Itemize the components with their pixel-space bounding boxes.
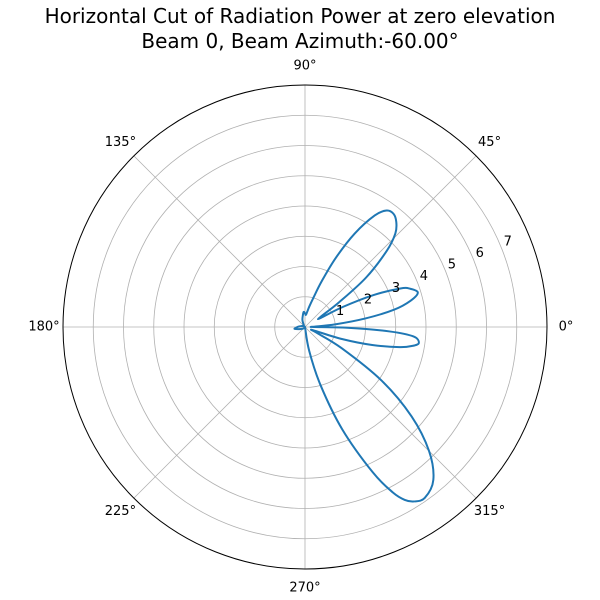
radial-tick-label: 7 <box>504 234 512 249</box>
angular-grid-line-225 <box>133 326 306 499</box>
tick-labels: 0° 45° 90° 135° 180° 225° 270° 315° 1 2 3 4 5 6 7 <box>28 59 573 596</box>
chart-subtitle: Beam 0, Beam Azimuth:-60.00° <box>141 29 459 53</box>
polar-grid <box>63 85 547 569</box>
angle-tick-label: 0° <box>559 320 574 335</box>
series-layer <box>293 209 435 503</box>
angle-tick-label: 45° <box>478 135 501 150</box>
angular-grid-line-315 <box>304 326 477 499</box>
radial-tick-label: 6 <box>476 246 484 261</box>
angle-tick-label: 180° <box>28 320 59 335</box>
radiation-pattern-line-0 <box>293 209 435 503</box>
radial-tick-label: 4 <box>420 269 428 284</box>
angle-tick-label: 135° <box>105 135 136 150</box>
angular-grid-line-135 <box>133 155 306 328</box>
radial-tick-label: 2 <box>364 292 372 307</box>
angular-grid-line-45 <box>304 155 477 328</box>
polar-frame <box>62 84 548 570</box>
angle-tick-label: 225° <box>105 504 136 519</box>
chart-title-block: Horizontal Cut of Radiation Power at zer… <box>0 4 600 54</box>
angle-tick-label: 90° <box>293 59 316 74</box>
radial-tick-label: 1 <box>336 304 344 319</box>
chart-title: Horizontal Cut of Radiation Power at zer… <box>44 4 556 28</box>
angle-tick-label: 270° <box>289 581 320 596</box>
radial-tick-label: 3 <box>392 281 400 296</box>
angle-tick-label: 315° <box>474 504 505 519</box>
radial-tick-label: 5 <box>448 258 456 273</box>
